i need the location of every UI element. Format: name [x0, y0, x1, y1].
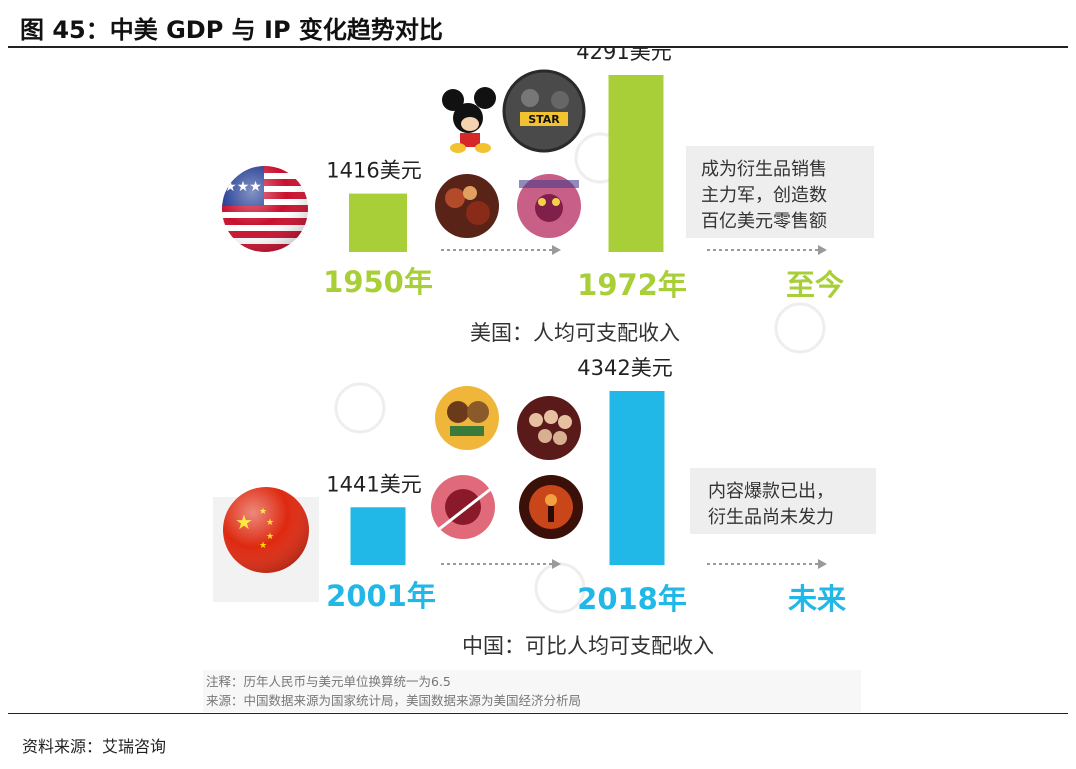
us-ip-images: STAR — [435, 69, 586, 238]
us-year-1972: 1972年 — [577, 268, 687, 302]
cn-note-line-1: 内容爆款已出， — [708, 481, 834, 502]
footnote-line-2: 来源：中国数据来源为国家统计局，美国数据来源为美国经济分析局 — [206, 693, 581, 708]
us-bar-1950 — [349, 193, 407, 252]
comic-hero-poster-icon — [435, 174, 499, 238]
us-caption: 美国：人均可支配收入 — [470, 321, 680, 345]
nezha-poster-icon — [519, 475, 583, 539]
cn-note-box — [690, 468, 876, 534]
us-value-label-1950: 1416美元 — [326, 159, 421, 183]
us-note-line-2: 主力军，创造数 — [701, 185, 827, 206]
anime-poster-icon — [431, 475, 495, 539]
cn-note-line-2: 衍生品尚未发力 — [708, 507, 834, 528]
star-wars-poster-icon: STAR — [502, 69, 586, 153]
svg-text:STAR: STAR — [528, 113, 560, 126]
cartoon-poster-icon — [517, 174, 581, 238]
us-year-1950: 1950年 — [323, 265, 433, 299]
us-value-label-1972: 4291美元 — [576, 48, 671, 64]
cn-bar-2018 — [609, 391, 665, 565]
page-title: 图 45：中美 GDP 与 IP 变化趋势对比 — [20, 16, 443, 44]
cn-year-2001: 2001年 — [326, 579, 436, 613]
us-arrow-1-head — [552, 245, 561, 255]
mickey-mouse-icon — [442, 87, 496, 153]
cn-arrow-2-head — [818, 559, 827, 569]
china-chart: 1441美元 4342美元 2001年 2018年 未来 内容爆款已出， 衍生品… — [326, 356, 876, 658]
bears-poster-icon — [435, 386, 499, 450]
china-ip-images — [431, 386, 583, 539]
footnote-box — [203, 670, 861, 712]
us-note-line-1: 成为衍生品销售 — [701, 159, 827, 180]
source-note: 资料来源：艾瑞咨询 — [22, 737, 167, 756]
us-arrow-2-head — [818, 245, 827, 255]
movie-cast-poster-icon — [517, 396, 581, 460]
cn-value-label-2018: 4342美元 — [577, 356, 672, 380]
us-bar-1972 — [608, 75, 664, 252]
us-note-line-3: 百亿美元零售额 — [701, 211, 827, 232]
us-flag-icon: ★★★ — [222, 166, 308, 252]
footnote-line-1: 注释：历年人民币与美元单位换算统一为6.5 — [206, 674, 451, 689]
us-chart: 1416美元 4291美元 1950年 1972年 至今 成为衍生品销售 主力军… — [323, 48, 874, 345]
china-flag-icon: ★ ★ ★ ★ ★ — [213, 487, 319, 602]
cn-value-label-2001: 1441美元 — [326, 472, 421, 496]
us-note-box — [686, 146, 874, 238]
cn-bar-2001 — [350, 507, 406, 565]
cn-caption: 中国：可比人均可支配收入 — [462, 634, 714, 658]
cn-next-stage: 未来 — [788, 582, 846, 616]
title-rule — [8, 46, 1068, 48]
gdp-ip-comparison-figure: ★★★ STAR — [203, 48, 876, 712]
footer-rule — [8, 713, 1068, 714]
cn-year-2018: 2018年 — [577, 582, 687, 616]
us-next-stage: 至今 — [786, 268, 844, 302]
cn-arrow-1-head — [552, 559, 561, 569]
